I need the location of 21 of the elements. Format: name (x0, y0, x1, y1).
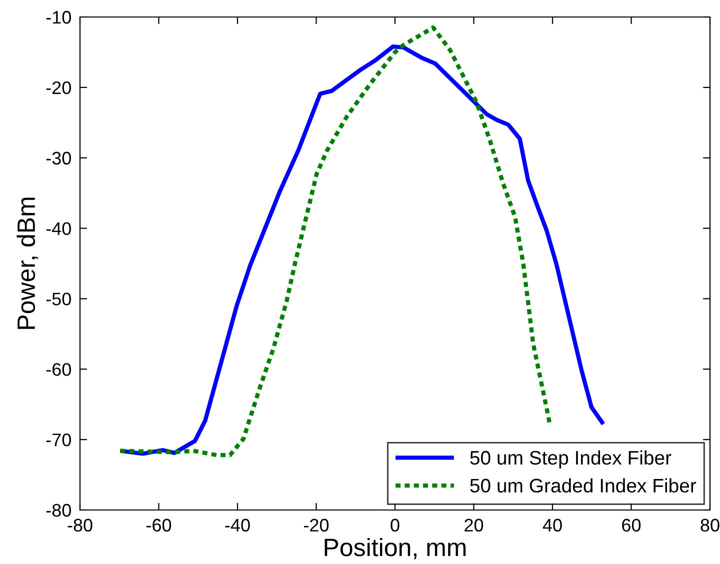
x-tick-label: -80 (68, 518, 92, 532)
x-tick-label: 0 (390, 518, 400, 532)
x-tick-label: -60 (146, 518, 172, 532)
y-tick-label: -30 (46, 152, 71, 165)
y-tick-label: -20 (46, 81, 71, 94)
y-axis-title: Power, dBm (16, 198, 38, 329)
y-tick-label: -60 (46, 363, 71, 376)
y-tick-label: -10 (46, 10, 71, 24)
y-tick-label: -70 (46, 434, 71, 446)
legend-label: 50 um Step Index Fiber (470, 450, 672, 469)
x-tick-label: -40 (225, 518, 250, 532)
y-tick-label: -50 (46, 292, 71, 306)
x-tick-label: 60 (622, 518, 641, 532)
legend-label: 50 um Graded Index Fiber (470, 478, 696, 493)
x-tick-label: 40 (542, 518, 562, 532)
x-tick-label: 20 (464, 518, 484, 532)
x-axis-title: Position, mm (324, 538, 466, 560)
x-tick-label: 80 (700, 518, 720, 532)
y-tick-label: -80 (46, 504, 71, 517)
x-tick-label: -20 (304, 518, 329, 532)
y-tick-label: -40 (46, 222, 71, 236)
